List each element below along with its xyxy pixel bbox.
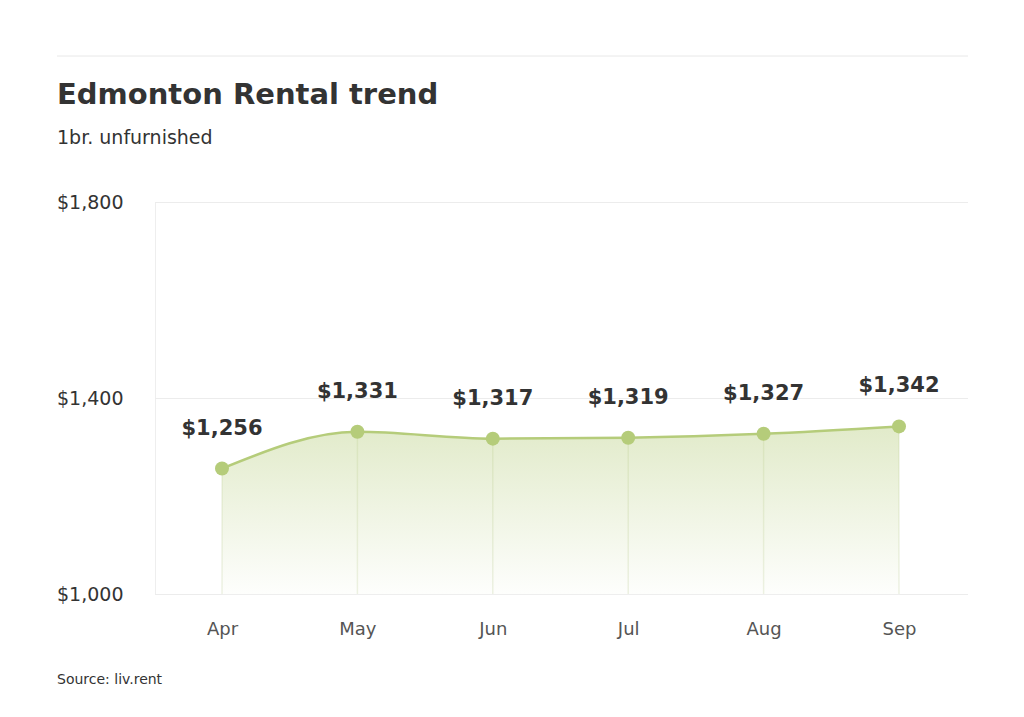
x-tick-label: May — [339, 618, 377, 639]
x-axis: Apr May Jun Jul Aug Sep — [207, 594, 917, 639]
x-tick-label: Aug — [747, 618, 782, 639]
point — [486, 432, 500, 446]
data-labels: $1,256 $1,331 $1,317 $1,319 $1,327 $1,342 — [181, 373, 939, 439]
y-tick-label: $1,400 — [57, 387, 123, 409]
data-label: $1,319 — [588, 385, 669, 409]
x-tick-label: Jun — [478, 618, 507, 639]
chart: Edmonton Rental trend 1br. unfurnished $1,… — [0, 0, 1024, 717]
x-tick-label: Apr — [207, 618, 239, 639]
grid-line — [155, 398, 968, 399]
grid-line — [155, 202, 968, 203]
data-label: $1,317 — [452, 386, 533, 410]
area — [222, 426, 899, 594]
x-tick: Apr — [207, 594, 239, 639]
y-tick: $1,800 — [57, 191, 968, 213]
point — [892, 419, 906, 433]
data-label: $1,342 — [858, 373, 939, 397]
y-tick-label: $1,800 — [57, 191, 123, 213]
line — [222, 426, 899, 468]
x-tick-label: Jul — [617, 618, 640, 639]
x-tick-label: Sep — [883, 618, 917, 639]
source: Source: liv.rent — [57, 671, 163, 687]
data-label: $1,256 — [181, 416, 262, 440]
x-tick: Sep — [883, 594, 917, 639]
point — [215, 462, 229, 476]
title: Edmonton Rental trend — [57, 77, 438, 111]
y-tick-label: $1,000 — [57, 583, 123, 605]
y-axis-line — [156, 203, 969, 595]
x-tick: Aug — [747, 594, 782, 639]
subtitle: 1br. unfurnished — [57, 126, 213, 148]
x-tick: May — [339, 594, 377, 639]
data-label: $1,331 — [317, 379, 398, 403]
grid-line — [155, 594, 968, 595]
point — [350, 425, 364, 439]
point — [757, 427, 771, 441]
point — [621, 431, 635, 445]
top-rule — [57, 56, 968, 57]
x-tick: Jun — [478, 594, 507, 639]
plot-marks — [215, 419, 906, 594]
y-axis: $1,000 $1,400 $1,800 — [57, 191, 968, 605]
x-tick: Jul — [617, 594, 640, 639]
data-label: $1,327 — [723, 381, 804, 405]
x-axis-line — [223, 594, 900, 595]
